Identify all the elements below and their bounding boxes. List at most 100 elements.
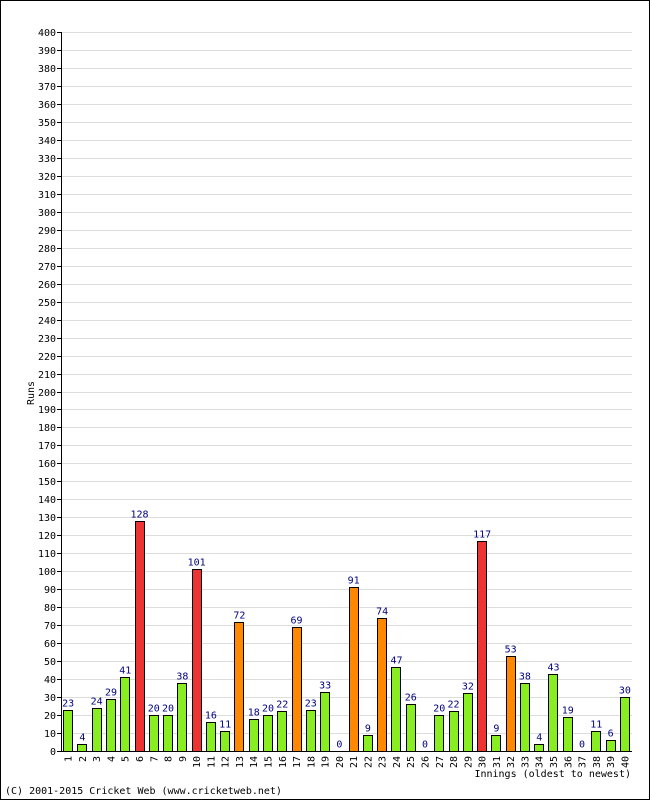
value-label-20: 0	[336, 740, 342, 751]
x-tick-label-23: 23	[378, 756, 389, 768]
y-tick-label-240: 240	[38, 316, 56, 327]
x-tick-label-4: 4	[106, 756, 117, 762]
bar-25	[406, 704, 416, 752]
value-label-17: 69	[291, 616, 303, 627]
y-tick-label-0: 0	[50, 747, 56, 758]
bar-36	[563, 717, 573, 752]
value-label-4: 29	[105, 688, 117, 699]
x-tick-label-17: 17	[292, 756, 303, 768]
bars	[63, 521, 630, 752]
x-tick-label-18: 18	[306, 756, 317, 768]
x-tick-label-15: 15	[263, 756, 274, 768]
x-tick-label-34: 34	[535, 756, 546, 768]
value-label-18: 23	[305, 699, 317, 710]
y-tick-label-300: 300	[38, 208, 56, 219]
x-tick-label-39: 39	[606, 756, 617, 768]
value-label-19: 33	[319, 681, 331, 692]
value-label-36: 19	[562, 706, 574, 717]
y-tick-label-140: 140	[38, 495, 56, 506]
bar-13	[234, 622, 244, 752]
value-label-10: 101	[188, 558, 206, 569]
x-tick-label-33: 33	[520, 756, 531, 768]
bar-16	[277, 711, 287, 752]
y-tick-label-390: 390	[38, 46, 56, 57]
value-label-40: 30	[619, 686, 631, 697]
x-tick-label-29: 29	[463, 756, 474, 768]
x-tick-label-19: 19	[321, 756, 332, 768]
bar-24	[391, 667, 401, 752]
copyright-notice: (C) 2001-2015 Cricket Web (www.cricketwe…	[5, 786, 282, 797]
x-tick-label-38: 38	[592, 756, 603, 768]
bar-17	[292, 627, 302, 752]
y-tick-label-250: 250	[38, 298, 56, 309]
y-tick-label-100: 100	[38, 567, 56, 578]
y-tick-label-270: 270	[38, 262, 56, 273]
y-tick-label-150: 150	[38, 477, 56, 488]
bar-29	[463, 693, 473, 752]
value-label-30: 117	[473, 530, 491, 541]
value-label-28: 22	[448, 700, 460, 711]
x-tick-label-5: 5	[121, 756, 132, 762]
y-tick-label-400: 400	[38, 28, 56, 39]
value-label-2: 4	[79, 733, 85, 744]
x-tick-label-14: 14	[249, 756, 260, 768]
y-tick-label-50: 50	[44, 657, 56, 668]
x-tick-label-36: 36	[563, 756, 574, 768]
x-axis-ticks: 1 2 3 4 5 6 7 8 9 10 11 12 13 14 15 16 17 18 19 20 21 22 23 24 2…	[64, 756, 632, 768]
value-label-13: 72	[233, 611, 245, 622]
y-axis-ticks: 0 10 20 30 40 50 60 70 80 90 100 110 120 130 140 150 160…	[38, 28, 61, 758]
bar-22	[363, 735, 373, 752]
x-tick-label-31: 31	[492, 756, 503, 768]
bar-21	[349, 587, 359, 752]
x-tick-label-30: 30	[478, 756, 489, 768]
value-label-12: 11	[219, 720, 231, 731]
y-axis-label: Runs	[26, 381, 37, 405]
x-tick-label-1: 1	[64, 756, 75, 762]
y-tick-label-210: 210	[38, 370, 56, 381]
bar-18	[306, 710, 316, 752]
value-label-33: 38	[519, 672, 531, 683]
x-tick-label-21: 21	[349, 756, 360, 768]
bar-15	[263, 715, 273, 752]
bar-34	[534, 744, 544, 752]
value-label-8: 20	[162, 704, 174, 715]
value-label-11: 16	[205, 711, 217, 722]
y-tick-label-370: 370	[38, 82, 56, 93]
x-tick-label-12: 12	[221, 756, 232, 768]
value-label-37: 0	[579, 740, 585, 751]
bar-30	[477, 541, 487, 752]
value-label-39: 6	[608, 729, 614, 740]
x-tick-label-28: 28	[449, 756, 460, 768]
x-tick-label-8: 8	[164, 756, 175, 762]
y-tick-label-70: 70	[44, 621, 56, 632]
y-tick-label-170: 170	[38, 441, 56, 452]
x-tick-label-13: 13	[235, 756, 246, 768]
y-tick-label-350: 350	[38, 118, 56, 129]
bar-28	[449, 711, 459, 752]
x-tick-label-20: 20	[335, 756, 346, 768]
value-label-24: 47	[390, 656, 402, 667]
x-tick-label-22: 22	[363, 756, 374, 768]
grid-lines	[61, 32, 632, 734]
value-label-15: 20	[262, 704, 274, 715]
x-tick-label-40: 40	[620, 756, 631, 768]
y-tick-label-80: 80	[44, 603, 56, 614]
value-label-31: 9	[493, 724, 499, 735]
bar-8	[163, 715, 173, 752]
x-tick-label-25: 25	[406, 756, 417, 768]
x-tick-label-35: 35	[549, 756, 560, 768]
value-label-25: 26	[405, 693, 417, 704]
bar-1	[63, 710, 73, 752]
bar-19	[320, 692, 330, 752]
x-tick-label-6: 6	[135, 756, 146, 762]
value-label-23: 74	[376, 607, 388, 618]
bar-27	[434, 715, 444, 752]
y-tick-label-130: 130	[38, 513, 56, 524]
value-label-35: 43	[547, 663, 559, 674]
y-tick-label-320: 320	[38, 172, 56, 183]
y-tick-label-30: 30	[44, 693, 56, 704]
value-label-7: 20	[148, 704, 160, 715]
